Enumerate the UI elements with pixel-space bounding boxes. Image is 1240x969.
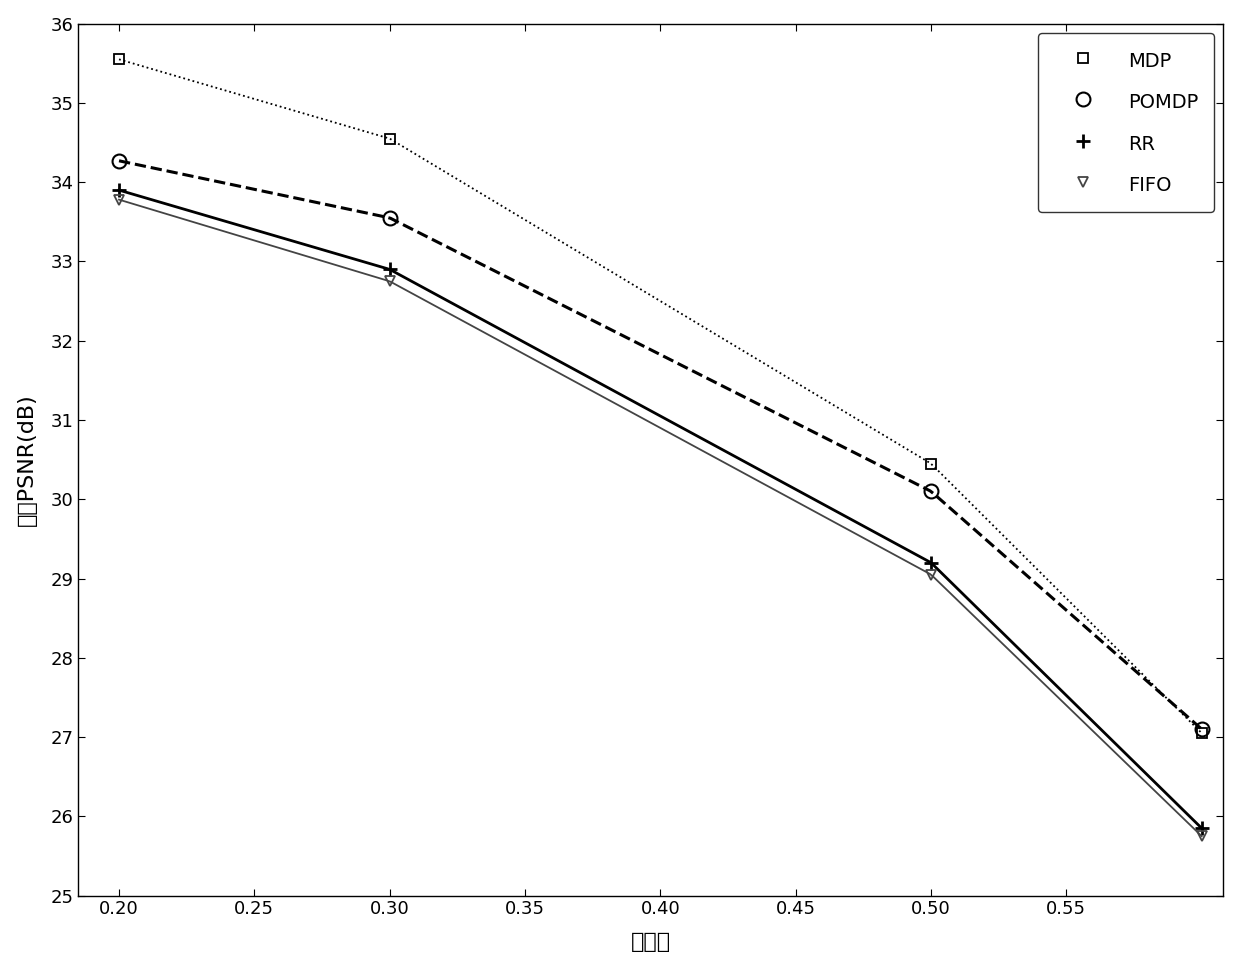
Line: RR: RR (112, 183, 1209, 835)
X-axis label: 丢包率: 丢包率 (631, 932, 671, 953)
FIFO (1194, 830, 1209, 842)
RR (382, 264, 397, 275)
POMDP (1194, 723, 1209, 735)
RR (112, 184, 126, 196)
Line: FIFO: FIFO (114, 195, 1207, 841)
MDP (1194, 728, 1209, 739)
FIFO (924, 569, 939, 580)
POMDP (924, 485, 939, 497)
FIFO (382, 275, 397, 287)
Line: POMDP: POMDP (112, 154, 1209, 736)
FIFO (112, 194, 126, 205)
RR (1194, 823, 1209, 834)
Legend: MDP, POMDP, RR, FIFO: MDP, POMDP, RR, FIFO (1038, 33, 1214, 212)
Y-axis label: 平均PSNR(dB): 平均PSNR(dB) (16, 393, 37, 526)
MDP (924, 457, 939, 469)
POMDP (112, 155, 126, 167)
RR (924, 557, 939, 569)
MDP (382, 133, 397, 144)
POMDP (382, 212, 397, 224)
MDP (112, 53, 126, 65)
Line: MDP: MDP (114, 54, 1207, 738)
